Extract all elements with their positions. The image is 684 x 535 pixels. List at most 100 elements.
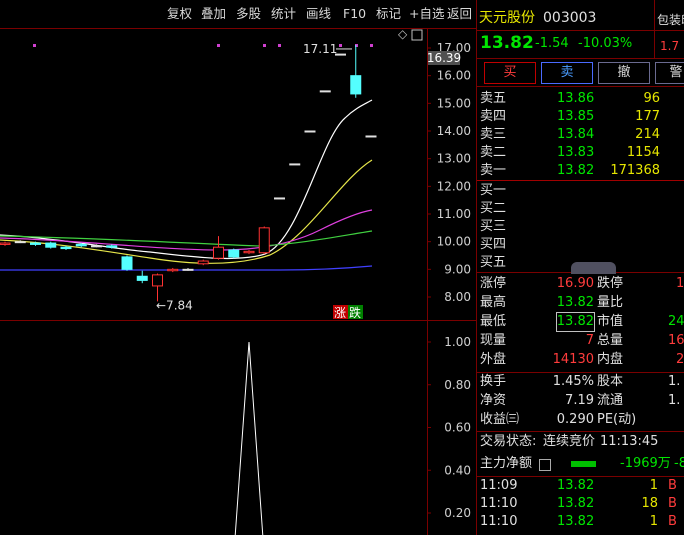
up-tag: 涨 [334,305,346,320]
window-icon[interactable] [411,29,423,41]
price-tick-label: 8.00 [444,290,471,304]
indicator-tick-label: 0.40 [444,463,471,477]
ask-price: 13.84 [557,127,595,142]
ask-volume: 96 [643,91,660,106]
trade-button[interactable]: 警 [655,62,684,84]
up-tag-bg [333,305,348,319]
trade-button[interactable]: 撤 [598,62,650,84]
flow-value-2: -8 [674,456,684,471]
flow-label: 主力净额 [480,456,533,471]
trade-time: 11:10 [480,496,518,511]
bid-label: 买二 [480,201,507,216]
stat-label: 流通 [597,393,624,408]
last-price: 13.82 [480,33,534,53]
flow-icon [539,459,551,471]
toolbar-button[interactable]: 标记 [376,6,402,21]
flow-value: -1969万 [620,456,671,471]
candle-body [228,249,240,258]
candle-body [121,256,133,270]
trade-side: B [668,514,677,529]
trade-button[interactable]: 买 [484,62,536,84]
indicator-tick-label: 0.60 [444,421,471,435]
candle-body [14,241,26,244]
trade-button[interactable]: 卖 [541,62,593,84]
toolbar-button[interactable]: 复权 [167,6,193,21]
down-tag-bg [348,305,363,319]
trade-price: 13.82 [557,496,595,511]
toolbar-button[interactable]: F10 [343,6,367,21]
stat-value: 0.290 [556,412,594,427]
trade-price: 13.82 [557,478,595,493]
stat-value: 1. [668,393,681,408]
toolbar-button[interactable]: 多股 [236,6,262,21]
status-time: 11:13:45 [600,434,659,449]
candle-body [304,130,316,133]
stat-value: 2 [676,352,684,367]
toolbar-button[interactable]: 叠加 [201,6,227,21]
indicator-tick-label: 0.20 [444,506,471,520]
stat-label: 收益㈢ [480,412,520,427]
trade-volume: 18 [641,496,658,511]
bid-label: 买五 [480,255,507,270]
status-label: 交易状态: [480,434,537,449]
moving-averages [0,99,373,271]
price-tick-label: 9.00 [444,262,471,276]
price-pct: -10.03% [578,36,633,51]
price-tick-label: 10.00 [437,235,471,249]
ask-price: 13.83 [557,145,595,160]
candle-body [335,53,346,56]
sector-value: 1.7 [660,39,680,53]
candle-body [289,163,301,166]
candle-body [152,274,163,287]
stock-name: 天元股份 [479,10,535,26]
stat-value: 1.45% [552,374,594,389]
ask-volume: 171368 [610,163,660,178]
stat-label: 最低 [480,314,507,329]
stat-value: 7.19 [565,393,594,408]
stat-label: 换手 [480,374,507,389]
limit-dots [33,44,373,47]
toolbar-button[interactable]: 画线 [306,6,332,21]
down-tag: 跌 [349,305,361,320]
ask-label: 卖二 [480,145,507,160]
ask-label: 卖三 [480,127,507,142]
candle-body [365,135,377,138]
trade-price: 13.82 [557,514,595,529]
settings-icon[interactable]: ◇ [398,27,408,41]
stat-value: 16 [668,333,684,348]
candle-body [182,268,194,271]
trade-volume: 1 [649,514,658,529]
stat-label: 净资 [480,393,507,408]
candle-body [30,242,41,245]
price-tick-label: 14.00 [437,124,471,138]
sector-tab: 包装印 [657,13,684,27]
stat-value: 1 [676,276,684,291]
candle-body [167,268,179,272]
stock-code: 003003 [543,10,597,26]
candle-body [0,242,11,245]
price-tick-label: 15.00 [437,96,471,110]
price-tick-label: 11.00 [437,207,471,221]
expand-tab [571,262,616,274]
candle-body [45,242,57,248]
ask-volume: 177 [635,109,660,124]
bid-label: 买三 [480,219,507,234]
ask-label: 卖一 [480,163,507,178]
toolbar-button[interactable]: 返回 [447,6,473,21]
low-label: ←7.84 [156,298,193,312]
trade-time: 11:09 [480,478,518,493]
price-tick-label: 12.00 [437,179,471,193]
stat-label: 总量 [597,333,624,348]
indicator-line [234,341,264,535]
candle-body [258,227,270,254]
stat-label: 最高 [480,295,507,310]
toolbar-button[interactable]: 统计 [271,6,297,21]
price-tick-label: 16.00 [437,69,471,83]
bid-label: 买四 [480,237,507,252]
toolbar-button[interactable]: +自选 [409,6,445,21]
candle-body [136,275,148,281]
status: 连续竞价 [543,434,596,449]
stat-label: 市值 [597,314,624,329]
candle-body [75,243,87,247]
stat-value: 14130 [552,352,594,367]
